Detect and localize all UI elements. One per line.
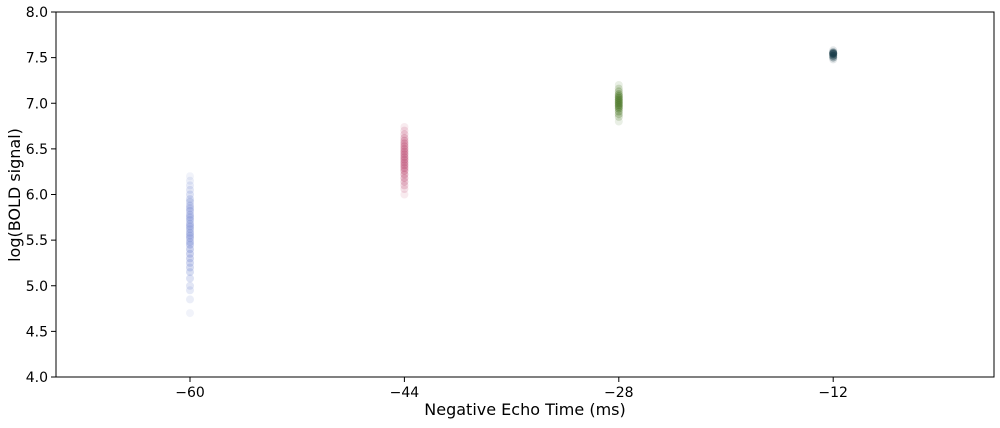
data-point [186,213,194,222]
data-point [400,185,409,193]
data-point [400,147,409,156]
data-point [400,181,409,190]
data-point [829,50,838,58]
data-point [186,210,194,219]
y-tick-label: 4.0 [26,370,48,386]
point-group-3 [829,46,838,64]
y-tick-label: 4.5 [26,324,48,340]
data-point [186,281,194,290]
data-point [186,249,194,258]
data-point [400,161,409,170]
data-point [614,117,623,126]
data-point [614,107,623,116]
data-point [400,144,409,153]
data-point [400,142,409,151]
y-tick-label: 7.0 [26,96,48,112]
data-point [400,150,409,159]
y-tick-label: 5.5 [26,233,48,249]
data-point [186,268,194,277]
data-point [186,295,194,304]
data-point [614,81,623,89]
data-point [400,164,409,172]
data-point [186,258,194,267]
data-point [614,110,623,119]
data-point [614,84,623,93]
data-point [400,174,409,183]
y-tick-label: 5.0 [26,279,48,295]
data-point [186,245,194,254]
y-axis-title: log(BOLD signal) [5,128,24,262]
data-point [614,112,623,121]
y-tick-label: 8.0 [26,5,48,21]
plot-area [56,12,994,377]
data-point [186,286,194,295]
data-point [186,274,194,283]
data-point [614,97,623,106]
data-point [186,254,194,263]
data-point [400,136,409,145]
y-axis: 4.0 4.5 5.0 5.5 6.0 6.5 7.0 7.5 8.0 [26,5,56,386]
data-point [186,181,194,190]
x-tick-label: −28 [604,385,634,401]
data-point [400,130,409,139]
point-group-0 [186,172,194,318]
data-point [186,172,194,181]
data-point [614,93,623,102]
data-point [400,166,409,175]
data-point [614,95,623,104]
y-tick-label: 7.5 [26,51,48,67]
data-point [186,176,194,185]
data-point [400,153,409,162]
data-point [186,204,194,213]
data-point [186,309,194,318]
data-point [400,177,409,186]
data-point [186,185,194,194]
x-axis-title: Negative Echo Time (ms) [424,400,625,419]
data-point [400,139,409,148]
data-point [614,90,623,99]
data-point [186,195,194,204]
y-tick-label: 6.0 [26,188,48,204]
data-point [829,49,838,58]
x-axis: −60 −44 −28 −12 [175,377,848,401]
data-point [614,87,623,96]
data-point [614,91,623,100]
data-point [186,237,194,246]
data-point [186,206,194,215]
data-points [186,46,838,318]
point-group-1 [400,123,409,199]
data-point [186,201,194,210]
x-tick-label: −12 [818,385,848,401]
data-point [186,219,194,228]
data-point [186,222,194,231]
data-point [186,190,194,199]
data-point [400,170,409,179]
data-point [186,197,194,206]
y-tick-label: 6.5 [26,142,48,158]
point-group-2 [614,81,623,126]
data-point [186,216,194,225]
data-point [400,123,409,131]
data-point [400,133,409,142]
data-point [400,126,409,135]
x-tick-label: −60 [175,385,205,401]
data-point [186,240,194,249]
x-tick-label: −44 [390,385,420,401]
data-point [400,190,409,199]
data-point [829,46,838,55]
data-point [186,263,194,272]
data-point [829,48,838,57]
